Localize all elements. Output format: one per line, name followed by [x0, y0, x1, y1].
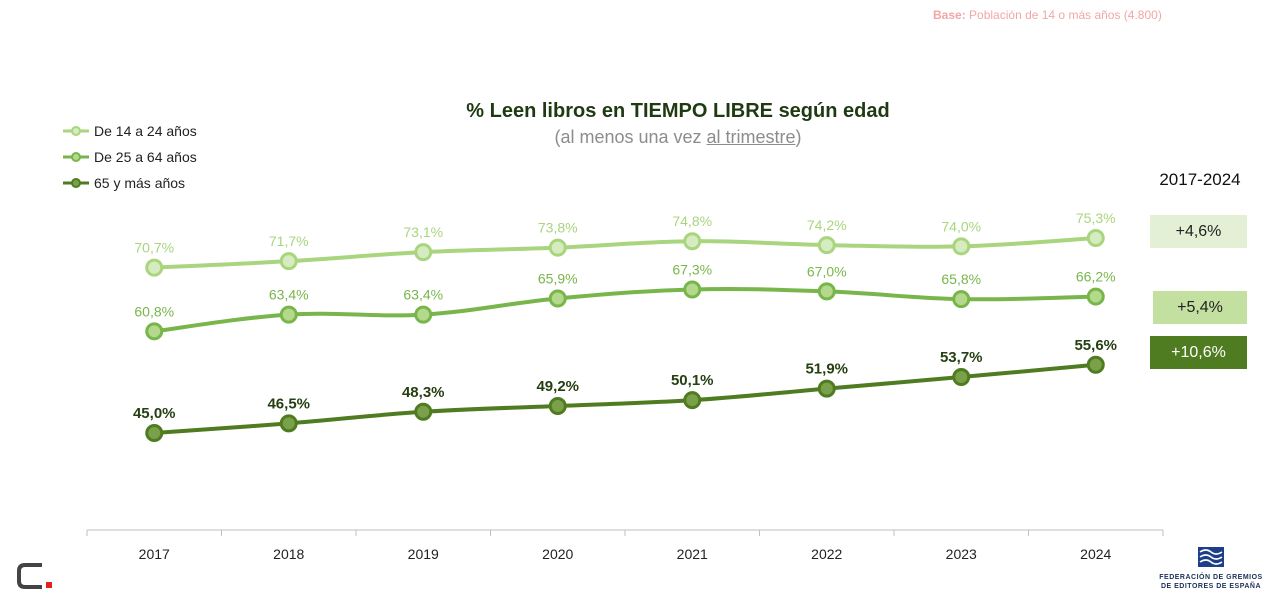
series-line-1: [152, 287, 1098, 334]
data-label: 65,9%: [538, 270, 578, 286]
data-label: 63,4%: [403, 287, 443, 303]
subtitle-underlined: al trimestre: [706, 127, 796, 147]
data-label: 63,4%: [269, 287, 309, 303]
data-point: [414, 243, 433, 262]
data-label: 74,0%: [941, 218, 981, 234]
x-tick-label: 2023: [946, 546, 977, 562]
data-label: 48,3%: [402, 384, 445, 401]
data-point: [145, 322, 164, 341]
data-label: 74,2%: [807, 217, 847, 233]
period-label: 2017-2024: [1159, 170, 1241, 189]
legend-item-2: 65 y más años: [62, 170, 197, 196]
series-line-0: [152, 236, 1098, 270]
legend-item-0: De 14 a 24 años: [62, 118, 197, 144]
data-point: [1086, 287, 1105, 306]
base-note-label: Base:: [933, 8, 966, 22]
data-point: [145, 424, 164, 442]
data-label: 46,5%: [267, 395, 310, 412]
data-point: [279, 252, 298, 271]
delta-badge-65-plus: +10,6%: [1150, 336, 1247, 369]
series-line-2: [152, 362, 1098, 435]
fge-logo-line2: DE EDITORES DE ESPAÑA: [1160, 583, 1262, 590]
chart-title: % Leen libros en TIEMPO LIBRE según edad: [466, 100, 890, 122]
x-tick-label: 2019: [408, 546, 439, 562]
x-tick-label: 2017: [139, 546, 170, 562]
delta-badge-25-64: +5,4%: [1153, 291, 1247, 324]
data-label: 75,3%: [1076, 210, 1116, 226]
legend: De 14 a 24 años De 25 a 64 años 65 y más…: [62, 118, 197, 196]
base-note: Base: Población de 14 o más años (4.800): [933, 8, 1162, 22]
data-point: [683, 280, 702, 299]
legend-swatch-0: [63, 126, 89, 136]
data-label: 74,8%: [672, 213, 712, 229]
data-point: [683, 391, 702, 410]
fge-logo: FEDERACIÓN DE GREMIOS DE EDITORES DE ESP…: [1155, 546, 1267, 591]
fge-logo-icon: [1198, 547, 1224, 567]
data-point: [817, 282, 836, 301]
data-label: 70,7%: [134, 240, 174, 256]
data-point: [817, 236, 836, 255]
data-label: 45,0%: [133, 405, 176, 422]
data-label: 53,7%: [940, 349, 983, 366]
data-point: [548, 289, 567, 308]
legend-label-2: 65 y más años: [94, 175, 186, 191]
data-point: [279, 414, 298, 433]
data-point: [414, 305, 433, 324]
data-point: [952, 368, 971, 387]
data-label: 71,7%: [269, 233, 309, 249]
data-point: [279, 305, 298, 324]
data-point: [817, 379, 836, 398]
data-label: 67,0%: [807, 263, 847, 279]
data-label: 60,8%: [134, 303, 174, 319]
data-label: 49,2%: [536, 378, 579, 395]
data-point: [548, 238, 567, 257]
data-label: 67,3%: [672, 261, 712, 277]
data-label: 55,6%: [1074, 337, 1117, 354]
data-label: 65,8%: [941, 271, 981, 287]
delta-badge-14-24: +4,6%: [1150, 215, 1247, 248]
data-point: [1086, 229, 1105, 247]
data-label: 66,2%: [1076, 269, 1116, 285]
data-point: [683, 232, 702, 251]
subtitle-prefix: (al menos una vez: [554, 127, 707, 147]
subtitle-suffix: ): [795, 127, 802, 147]
x-tick-label: 2022: [811, 546, 842, 562]
fge-logo-line1: FEDERACIÓN DE GREMIOS: [1159, 574, 1263, 581]
x-tick-label: 2024: [1080, 546, 1111, 562]
x-tick-label: 2020: [542, 546, 573, 562]
base-note-text: Población de 14 o más años (4.800): [969, 8, 1162, 22]
data-label: 51,9%: [805, 361, 848, 378]
legend-item-1: De 25 a 64 años: [62, 144, 197, 170]
legend-label-0: De 14 a 24 años: [94, 123, 197, 139]
data-point: [1086, 355, 1105, 374]
data-point: [952, 290, 971, 309]
legend-swatch-1: [63, 152, 89, 162]
data-label: 73,8%: [538, 220, 578, 236]
data-point: [952, 237, 971, 256]
chart-subtitle: (al menos una vez al trimestre): [0, 127, 1275, 148]
data-point: [145, 258, 164, 277]
legend-swatch-2: [63, 178, 89, 188]
data-point: [414, 402, 433, 421]
data-label: 73,1%: [403, 224, 443, 240]
data-label: 50,1%: [671, 372, 714, 389]
data-point: [548, 396, 567, 415]
legend-label-1: De 25 a 64 años: [94, 149, 197, 165]
x-tick-label: 2021: [677, 546, 708, 562]
c-dot-logo-icon: [16, 562, 56, 595]
x-tick-label: 2018: [273, 546, 304, 562]
